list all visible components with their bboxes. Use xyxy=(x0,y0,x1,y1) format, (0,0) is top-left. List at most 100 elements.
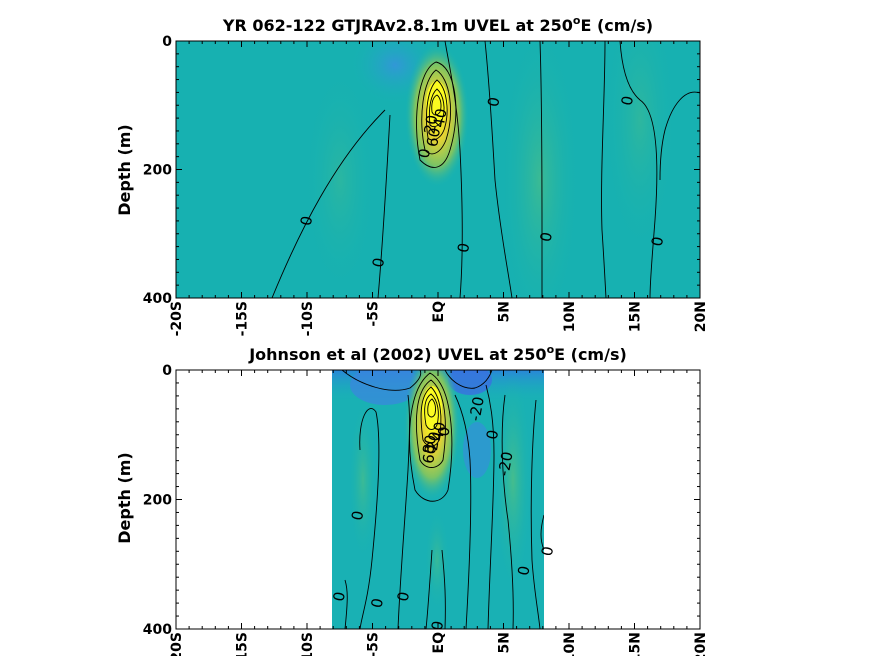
model-contour-line xyxy=(601,41,607,298)
model-contour-line xyxy=(428,88,445,128)
contour-label: 0 xyxy=(454,242,473,255)
contour-label: 0 xyxy=(484,96,503,109)
obs-nh-eastward-band xyxy=(495,370,531,590)
model-contour-line xyxy=(539,41,543,298)
contour-label: 40 xyxy=(428,420,449,442)
model-contour-line xyxy=(484,41,513,298)
obs-deep-eastward-band xyxy=(425,510,449,610)
contour-label: 0 xyxy=(538,545,557,558)
model-contour-line xyxy=(444,41,463,298)
y-tick-label: 0 xyxy=(162,34,172,50)
x-tick-label: 15N xyxy=(628,632,644,656)
model-title-end: E (cm/s) xyxy=(580,16,653,35)
obs-contour-line xyxy=(425,549,433,629)
contour-label: 20 xyxy=(423,430,444,452)
obs-contour-line xyxy=(409,372,453,502)
x-tick-label: 15N xyxy=(628,301,644,332)
contour-label: 0 xyxy=(434,425,453,438)
model-y-axis-label: Depth (m) xyxy=(115,124,134,216)
contour-label: 0 xyxy=(537,231,556,244)
x-tick-label: 20N xyxy=(693,632,709,656)
obs-contour-line xyxy=(530,399,541,629)
obs-title-end: E (cm/s) xyxy=(554,345,627,364)
model-contour-line xyxy=(659,91,700,181)
x-tick-label: -15S xyxy=(235,301,251,336)
model-title-main: YR 062-122 GTJRAv2.8.1m UVEL at 250 xyxy=(222,16,573,35)
obs-contour-line xyxy=(540,514,544,551)
contour-label: 0 xyxy=(368,597,387,610)
model-contour-line xyxy=(619,41,658,298)
contour-label: 0 xyxy=(514,564,533,577)
model-nh-eastward-band xyxy=(502,41,578,298)
model-contour-line xyxy=(426,79,448,141)
model-contour-line xyxy=(421,69,451,155)
contour-label: -20 xyxy=(466,395,488,422)
obs-sh-eastward-band xyxy=(349,400,377,560)
x-tick-label: 20N xyxy=(693,301,709,332)
obs-contour-line xyxy=(501,394,514,629)
obs-title: Johnson et al (2002) UVEL at 250oE (cm/s… xyxy=(248,343,627,364)
obs-title-main: Johnson et al (2002) UVEL at 250 xyxy=(248,345,546,364)
obs-contour-line xyxy=(424,393,439,430)
x-tick-label: -10S xyxy=(300,301,316,336)
model-far-nh-band xyxy=(605,41,675,250)
obs-contour-line xyxy=(341,370,422,391)
y-tick-label: 200 xyxy=(143,493,172,509)
contour-label: 0 xyxy=(483,428,502,441)
contour-label: 0 xyxy=(394,590,413,603)
x-tick-label: 5N xyxy=(497,301,513,322)
x-tick-label: 5N xyxy=(497,632,513,653)
x-tick-label: -20S xyxy=(169,632,185,656)
contour-label: 0 xyxy=(415,147,434,160)
contour-label: 40 xyxy=(430,107,451,129)
model-contour-line xyxy=(431,94,442,116)
obs-westward-region xyxy=(350,370,420,405)
contour-label: 0 xyxy=(348,509,367,522)
obs-contour-line xyxy=(397,394,410,629)
x-tick-label: EQ xyxy=(431,632,447,654)
contour-label: 0 xyxy=(297,215,316,228)
x-tick-label: -10S xyxy=(300,632,316,656)
obs-contour-line xyxy=(444,370,493,389)
obs-contour-line xyxy=(454,394,472,629)
contour-label: 60 xyxy=(423,126,444,148)
contour-label: 0 xyxy=(618,94,637,107)
contour-label: 0 xyxy=(330,590,349,603)
y-tick-label: 400 xyxy=(143,291,172,307)
x-tick-label: -20S xyxy=(169,301,185,336)
contour-label: 80 xyxy=(419,433,440,455)
obs-contour-line xyxy=(344,579,348,629)
model-title-sup: o xyxy=(573,14,581,27)
contour-label: 60 xyxy=(419,443,440,465)
obs-contour-line xyxy=(420,386,442,447)
model-sh-band xyxy=(305,70,375,290)
model-core-peak xyxy=(426,81,448,125)
x-tick-label: 10N xyxy=(562,301,578,332)
obs-westward-region xyxy=(448,370,492,395)
y-tick-label: 0 xyxy=(162,363,172,379)
x-tick-label: 10N xyxy=(562,632,578,656)
model-contour-line xyxy=(377,114,391,298)
x-tick-label: EQ xyxy=(431,301,447,323)
x-tick-label: -5S xyxy=(366,632,382,656)
obs-contour-line xyxy=(441,549,446,629)
contour-label: 20 xyxy=(420,113,441,135)
obs-contour-line xyxy=(485,384,495,629)
y-tick-label: 200 xyxy=(143,163,172,179)
obs-y-axis-label: Depth (m) xyxy=(115,452,134,544)
contour-label: 0 xyxy=(428,619,447,632)
obs-title-sup: o xyxy=(547,343,555,356)
obs-contour-line xyxy=(416,379,446,468)
obs-contour-line xyxy=(427,398,436,418)
contour-label: 0 xyxy=(369,256,388,269)
contour-label: 0 xyxy=(648,235,667,248)
y-tick-label: 400 xyxy=(143,622,172,638)
x-tick-label: -5S xyxy=(366,301,382,327)
obs-contour-line xyxy=(359,408,380,629)
